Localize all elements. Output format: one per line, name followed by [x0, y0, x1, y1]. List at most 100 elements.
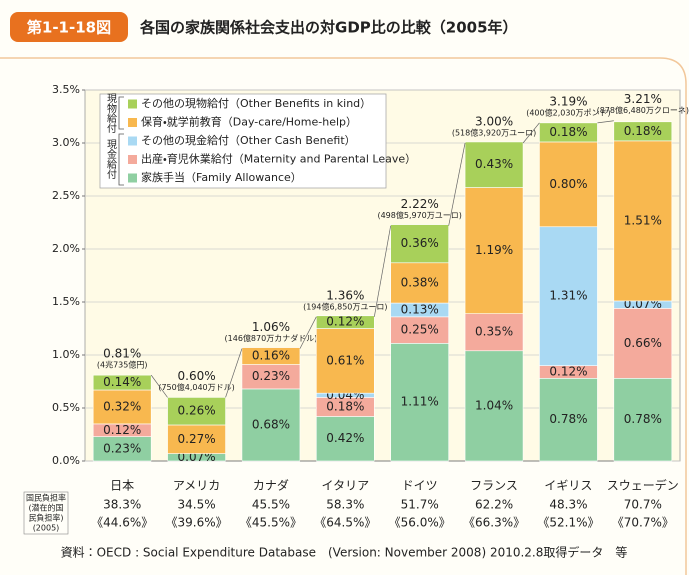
segment-label: 0.68%: [252, 417, 290, 431]
y-tick-label: 3.5%: [52, 83, 80, 96]
legend-group: 現物給付: [105, 93, 117, 134]
potential-burden-rate: 《44.6%》: [91, 516, 153, 530]
total-label: 0.81%: [103, 347, 141, 361]
bar-segment: [539, 122, 598, 143]
segment-label: 0.78%: [624, 412, 662, 426]
legend-bracket: [118, 133, 124, 186]
y-tick-label: 3.0%: [52, 136, 80, 149]
plot: 0.23%0.12%0.32%0.14%0.81%(4兆735億円)0.07%0…: [82, 89, 689, 464]
legend-swatch: [128, 136, 137, 146]
x-tick-label: スウェーデン: [607, 478, 679, 493]
segment-label: 1.04%: [475, 398, 513, 412]
legend-swatch: [128, 99, 137, 109]
segment-label: 0.14%: [103, 375, 141, 389]
legend-label: その他の現物給付（Other Benefits in kind）: [141, 96, 371, 110]
segment-label: 0.23%: [103, 441, 141, 455]
connector: [448, 142, 466, 226]
total-label: 0.60%: [178, 369, 216, 383]
segment-label: 0.42%: [326, 431, 364, 445]
bar-segment: [316, 416, 375, 462]
segment-label: 0.18%: [549, 125, 587, 139]
segment-label: 1.11%: [401, 395, 439, 409]
bar-segment: [92, 436, 152, 462]
segment-label: 0.32%: [103, 399, 141, 413]
x-tick-label: カナダ: [253, 478, 289, 493]
legend-swatch: [128, 155, 137, 164]
y-tick-label: 0.5%: [52, 401, 80, 414]
x-tick-label: ドイツ: [402, 479, 438, 493]
legend-label: 出産・育児休業給付（Maternity and Parental Leave）: [141, 152, 416, 166]
total-label: 3.00%: [475, 115, 513, 129]
segment-label: 0.16%: [252, 349, 290, 363]
source-note: 資料：OECD : Social Expenditure Database (V…: [61, 545, 628, 560]
bar-segment: [92, 389, 152, 425]
x-tick-label: フランス: [470, 479, 518, 493]
bar-segment: [241, 364, 301, 390]
segment-label: 0.61%: [326, 353, 364, 367]
segment-label: 0.27%: [178, 432, 216, 446]
potential-burden-rate: 《66.3%》: [463, 516, 525, 530]
bar-segment: [167, 397, 226, 426]
y-tick-label: 1.0%: [52, 348, 80, 361]
segment-label: 0.25%: [401, 323, 439, 337]
legend: 現物給付 現金給付 その他の現物給付（Other Benefits in kin…: [99, 93, 416, 189]
table-header: (2005): [33, 524, 60, 533]
bar-segment: [464, 313, 524, 352]
bar-segment: [539, 141, 598, 228]
connector: [522, 122, 540, 144]
bar-segment: [390, 224, 449, 264]
segment-label: 0.12%: [326, 315, 364, 329]
total-note: (878億6,480万クローネ): [597, 105, 689, 115]
bar-segment: [613, 140, 673, 302]
potential-burden-rate: 《70.7%》: [612, 516, 674, 530]
segment-label: 0.43%: [475, 157, 513, 171]
burden-rate: 51.7%: [401, 498, 439, 512]
burden-rate: 70.7%: [624, 498, 662, 512]
connector: [597, 120, 614, 124]
table-header: (潜在的国: [28, 503, 63, 513]
x-tick-label: イタリア: [322, 479, 370, 493]
total-label: 3.19%: [549, 94, 587, 108]
total-note: (498億5,970万ユーロ): [377, 210, 461, 220]
table-header: 民負担率): [28, 513, 63, 523]
bar-segment: [390, 343, 449, 462]
total-note: (400億2,030万ポンド): [526, 107, 610, 117]
segment-label: 1.51%: [624, 213, 662, 227]
burden-rate: 62.2%: [475, 498, 513, 512]
bar-segment: [464, 350, 524, 462]
legend-box: [99, 93, 387, 189]
segment-label: 0.66%: [624, 336, 662, 350]
connector: [373, 225, 392, 317]
chart-title: 各国の家族関係社会支出の対GDP比の比較（2005年）: [139, 19, 518, 37]
segment-label: 0.35%: [475, 325, 513, 339]
x-tick-label: 日本: [110, 479, 134, 493]
segment-label: 0.38%: [401, 275, 439, 289]
total-note: (4兆735億円): [97, 360, 148, 370]
segment-label: 0.78%: [549, 412, 587, 426]
burden-rate: 58.3%: [326, 498, 364, 512]
legend-group: 現金給付: [105, 139, 117, 180]
bar-segment: [613, 121, 673, 142]
total-note: (194億6,850万ユーロ): [303, 301, 387, 311]
badge: [10, 12, 128, 42]
legend-swatch: [128, 173, 137, 183]
bar-segment: [613, 378, 673, 462]
segment-label: 0.12%: [549, 364, 587, 378]
total-label: 1.06%: [252, 320, 290, 334]
y-tick-label: 1.5%: [52, 295, 80, 308]
total-label: 3.21%: [624, 92, 662, 106]
y-tick-label: 2.0%: [52, 242, 80, 255]
connector: [225, 348, 243, 398]
total-label: 1.36%: [326, 288, 364, 302]
bar-segment: [241, 347, 301, 365]
total-note: (750億4,040万ドル): [158, 382, 234, 392]
badge-text: 第1-1-18図: [27, 19, 111, 37]
burden-rate: 48.3%: [549, 498, 587, 512]
bar-segment: [241, 388, 301, 462]
total-note: (146億870万カナダドル): [225, 333, 318, 343]
segment-label: 0.23%: [252, 369, 290, 383]
total-note: (518億3,920万ユーロ): [452, 128, 536, 138]
bar-segment: [316, 315, 375, 329]
